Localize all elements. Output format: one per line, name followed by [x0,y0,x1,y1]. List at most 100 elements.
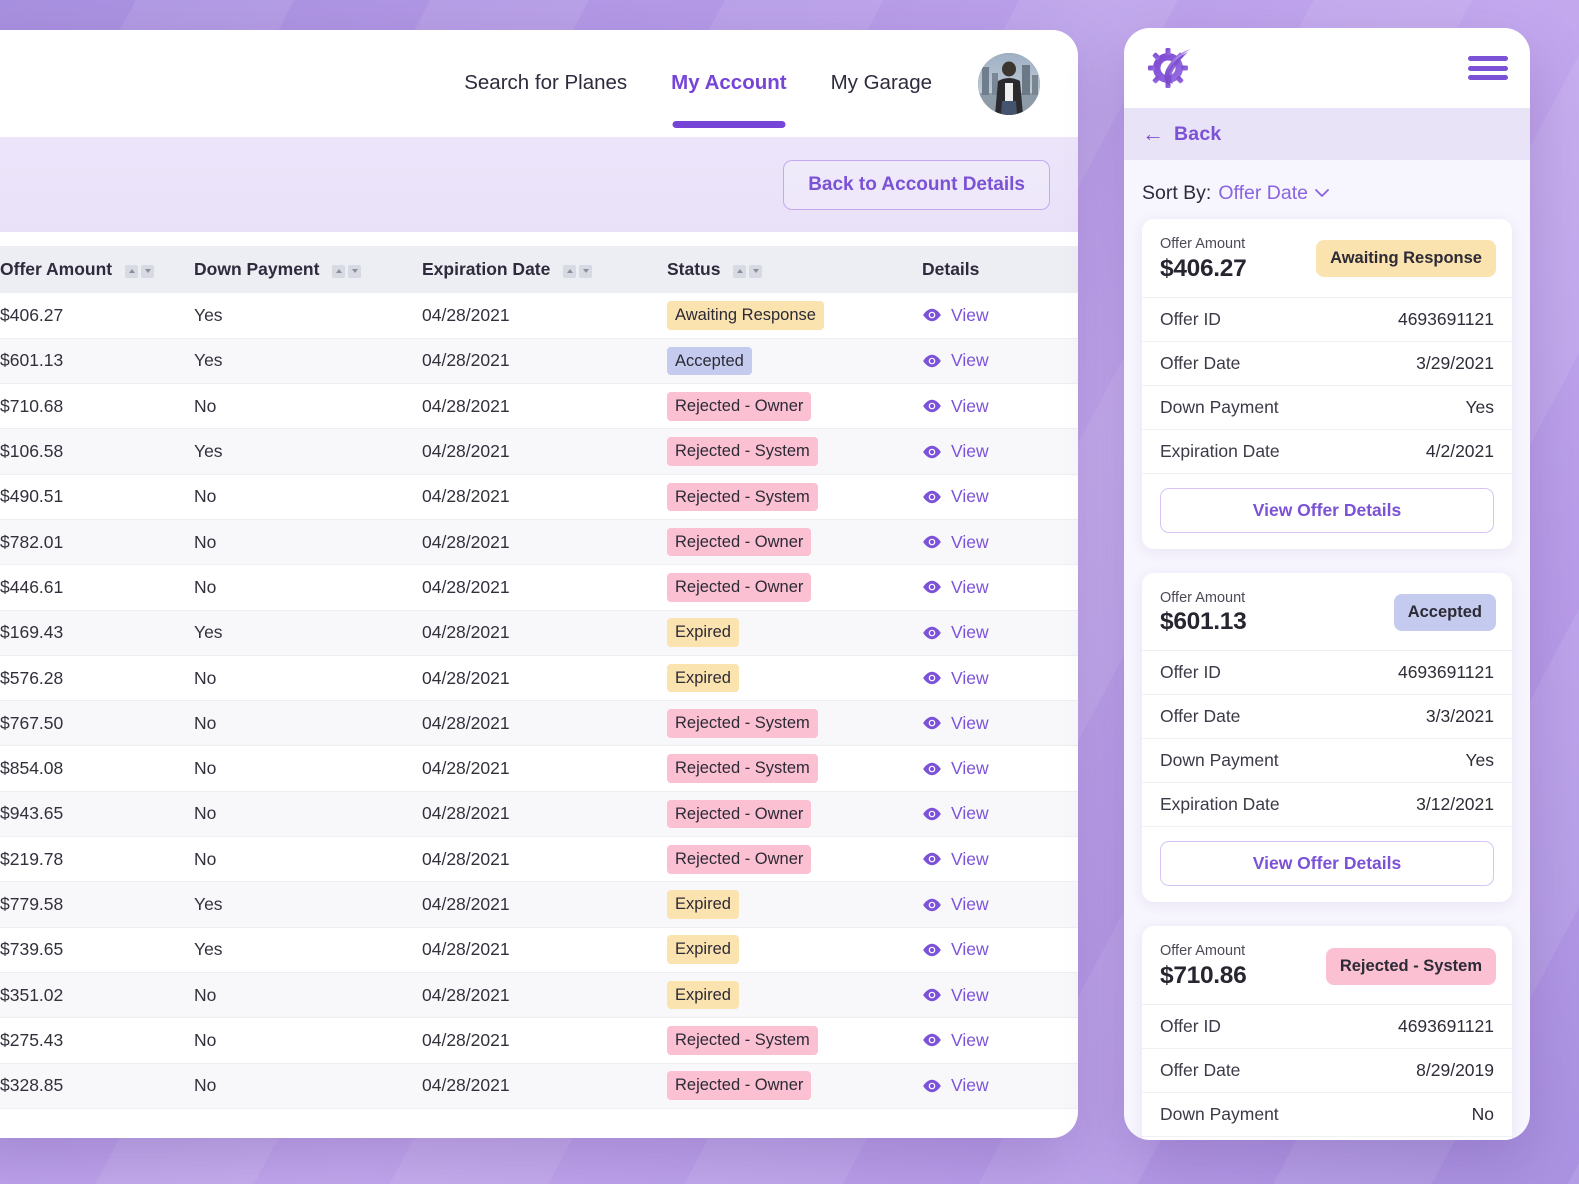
cell-details[interactable]: View [922,927,1078,972]
table-row[interactable]: $601.13 Yes 04/28/2021 Accepted View [0,338,1078,384]
table-row[interactable]: $739.65 Yes 04/28/2021 Expired View [0,927,1078,973]
column-header-down-payment[interactable]: Down Payment [194,246,422,293]
sort-ascending-button[interactable] [733,264,747,278]
desktop-navbar: Search for Planes My Account My Garage [0,30,1078,137]
down-payment-row: Down Payment No [1142,1093,1512,1138]
cell-expiration-date: 04/28/2021 [422,667,510,688]
view-link[interactable]: View [922,305,1078,326]
cell-offer-amount: $351.02 [0,984,64,1005]
cell-offer-amount: $782.01 [0,531,64,552]
view-link-label: View [951,304,989,325]
table-row[interactable]: $406.27 Yes 04/28/2021 Awaiting Response Vie… [0,293,1078,339]
table-row[interactable]: $576.28 No 04/28/2021 Expired View [0,655,1078,701]
cell-offer-amount: $219.78 [0,848,64,869]
cell-details[interactable]: View [922,972,1078,1017]
table-row[interactable]: $854.08 No 04/28/2021 Rejected - System View [0,745,1078,792]
status-badge: Rejected - System [667,709,818,738]
cell-offer-amount: $854.08 [0,758,64,779]
sort-descending-button[interactable] [579,264,593,278]
cell-expiration-date: 04/28/2021 [422,576,510,597]
desktop-panel: Search for Planes My Account My Garage [0,30,1078,1138]
view-link[interactable]: View [922,803,1078,824]
table-row[interactable]: $767.50 No 04/28/2021 Rejected - System View [0,700,1078,746]
status-badge: Rejected - System [667,754,818,783]
cell-details[interactable]: View [922,655,1078,700]
table-row[interactable]: $490.51 No 04/28/2021 Rejected - System View [0,474,1078,520]
table-row[interactable]: $943.65 No 04/28/2021 Rejected - Owner View [0,791,1078,837]
table-row[interactable]: $106.58 Yes 04/28/2021 Rejected - System Vie… [0,428,1078,475]
back-to-account-details-button[interactable]: Back to Account Details [783,159,1050,210]
cell-details[interactable]: View [922,1063,1078,1108]
cell-details[interactable]: View [922,882,1078,927]
cell-details[interactable]: View [922,293,1078,338]
cell-status: Rejected - Owner [667,565,922,610]
view-link[interactable]: View [922,713,1078,734]
view-link[interactable]: View [922,985,1078,1006]
view-link[interactable]: View [922,668,1078,689]
sort-descending-button[interactable] [749,264,763,278]
view-link[interactable]: View [922,1075,1078,1096]
view-link[interactable]: View [922,939,1078,960]
sort-ascending-button[interactable] [563,264,577,278]
cell-details[interactable]: View [922,474,1078,519]
gear-swoosh-logo-icon[interactable] [1144,42,1196,94]
view-link[interactable]: View [922,577,1078,598]
column-header-expiration-date[interactable]: Expiration Date [422,246,667,293]
sort-by-value[interactable]: Offer Date [1218,182,1308,204]
view-offer-details-button[interactable]: View Offer Details [1160,841,1494,887]
table-row[interactable]: $351.02 No 04/28/2021 Expired View [0,972,1078,1018]
avatar[interactable] [978,52,1040,115]
table-row[interactable]: $782.01 No 04/28/2021 Rejected - Owner View [0,519,1078,565]
cell-details[interactable]: View [922,837,1078,882]
cell-details[interactable]: View [922,701,1078,746]
sort-descending-button[interactable] [141,264,154,278]
column-header-offer-amount[interactable]: Offer Amount [0,246,194,293]
down-payment-value: Yes [1465,396,1494,417]
cell-details[interactable]: View [922,610,1078,655]
chevron-down-icon[interactable] [1315,185,1329,203]
table-header-row: Offer Amount Down Payment [0,246,1078,293]
cell-expiration-date: 04/28/2021 [422,622,510,643]
cell-details[interactable]: View [922,565,1078,610]
sort-ascending-button[interactable] [125,264,138,278]
view-link[interactable]: View [922,1030,1078,1051]
account-subbar: Back to Account Details [0,137,1078,232]
sort-ascending-button[interactable] [332,264,346,278]
view-link[interactable]: View [922,894,1078,915]
view-offer-details-button[interactable]: View Offer Details [1160,487,1494,533]
nav-item-my-account[interactable]: My Account [649,73,808,128]
view-link[interactable]: View [922,622,1078,643]
view-link[interactable]: View [922,849,1078,870]
table-row[interactable]: $779.58 Yes 04/28/2021 Expired View [0,881,1078,928]
cell-details[interactable]: View [922,338,1078,383]
table-row[interactable]: $275.43 No 04/28/2021 Rejected - System View [0,1017,1078,1064]
table-row[interactable]: $446.61 No 04/28/2021 Rejected - Owner View [0,564,1078,611]
cell-details[interactable]: View [922,519,1078,564]
view-link[interactable]: View [922,396,1078,417]
view-link[interactable]: View [922,758,1078,779]
view-link[interactable]: View [922,532,1078,553]
view-link[interactable]: View [922,486,1078,507]
view-link-label: View [951,984,989,1005]
view-link[interactable]: View [922,350,1078,371]
column-header-status[interactable]: Status [667,246,922,293]
cell-details[interactable]: View [922,746,1078,791]
sort-descending-button[interactable] [348,264,362,278]
table-row[interactable]: $219.78 No 04/28/2021 Rejected - Owner View [0,836,1078,882]
offers-table: Offer Amount Down Payment [0,246,1078,1109]
table-row[interactable]: $710.68 No 04/28/2021 Rejected - Owner View [0,383,1078,429]
cell-details[interactable]: View [922,384,1078,429]
nav-item-search-for-planes[interactable]: Search for Planes [442,73,649,94]
cell-down-payment: No [194,712,217,733]
cell-details[interactable]: View [922,1018,1078,1063]
view-link[interactable]: View [922,441,1078,462]
cell-details[interactable]: View [922,791,1078,836]
nav-item-my-garage[interactable]: My Garage [809,73,954,94]
sort-by-prefix: Sort By: [1142,182,1212,204]
back-button[interactable]: ← Back [1124,108,1530,160]
hamburger-menu-icon[interactable] [1468,54,1508,82]
table-row[interactable]: $328.85 No 04/28/2021 Rejected - Owner View [0,1063,1078,1109]
table-row[interactable]: $169.43 Yes 04/28/2021 Expired View [0,610,1078,656]
cell-offer-amount: $601.13 [0,350,64,371]
cell-details[interactable]: View [922,429,1078,474]
